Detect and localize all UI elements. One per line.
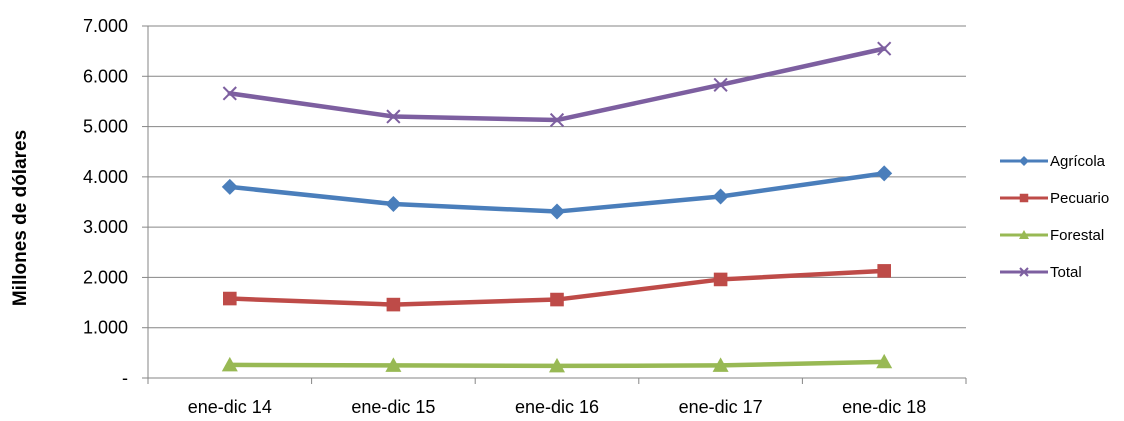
data-point — [549, 357, 565, 373]
x-tick-label: ene-dic 18 — [842, 397, 926, 417]
data-point — [385, 196, 402, 213]
series-forestal — [221, 353, 893, 373]
legend-item-forestal: Forestal — [1000, 227, 1104, 244]
data-point — [712, 188, 729, 205]
data-point — [877, 41, 892, 56]
legend-item-total: Total — [1000, 264, 1082, 281]
y-tick-label: 4.000 — [83, 167, 128, 187]
y-tick-label: 2.000 — [83, 267, 128, 287]
legend-item-agricola: Agrícola — [1000, 153, 1106, 170]
data-point — [386, 109, 401, 124]
series-group — [221, 41, 893, 373]
data-point — [221, 178, 238, 195]
x-tick-label: ene-dic 16 — [515, 397, 599, 417]
legend: Agrícola Pecuario Forestal Total — [1000, 153, 1109, 281]
data-point — [223, 291, 237, 306]
legend-label: Agrícola — [1050, 153, 1106, 170]
data-point — [549, 203, 565, 220]
series-line — [227, 46, 887, 123]
data-point — [877, 264, 891, 278]
data-point — [1019, 156, 1029, 166]
series-total — [222, 41, 892, 128]
series-agricola — [221, 165, 893, 220]
legend-label: Total — [1050, 264, 1082, 281]
data-point — [222, 86, 237, 101]
y-axis-ticks: - 1.000 2.000 3.000 4.000 5.000 6.000 7.000 — [83, 16, 128, 388]
legend-label: Pecuario — [1050, 190, 1109, 207]
data-point — [713, 77, 728, 92]
legend-item-pecuario: Pecuario — [1000, 190, 1109, 207]
x-tick-label: ene-dic 17 — [679, 397, 763, 417]
data-point — [1019, 230, 1029, 239]
grid — [148, 25, 966, 329]
data-point — [713, 272, 728, 287]
data-point — [386, 297, 401, 312]
data-point — [385, 357, 402, 372]
y-tick-label: 6.000 — [83, 66, 128, 86]
data-point — [876, 353, 893, 369]
data-point — [1019, 193, 1029, 203]
y-tick-label: 1.000 — [83, 318, 128, 338]
x-tick-label: ene-dic 15 — [351, 397, 435, 417]
data-point — [1019, 267, 1029, 277]
y-tick-label: - — [122, 368, 128, 388]
y-axis-title: Millones de dólares — [10, 130, 31, 306]
data-point — [550, 292, 564, 307]
y-tick-label: 5.000 — [83, 117, 128, 137]
data-point — [876, 165, 893, 182]
data-point — [712, 357, 729, 372]
y-tick-label: 7.000 — [83, 16, 128, 36]
data-point — [549, 112, 565, 128]
data-point — [221, 356, 238, 372]
x-axis-ticks: ene-dic 14 ene-dic 15 ene-dic 16 ene-dic 17… — [188, 397, 926, 417]
series-pecuario — [223, 264, 891, 312]
x-tick-label: ene-dic 14 — [188, 397, 272, 417]
legend-label: Forestal — [1050, 227, 1104, 244]
y-tick-label: 3.000 — [83, 217, 128, 237]
axes — [142, 25, 967, 384]
